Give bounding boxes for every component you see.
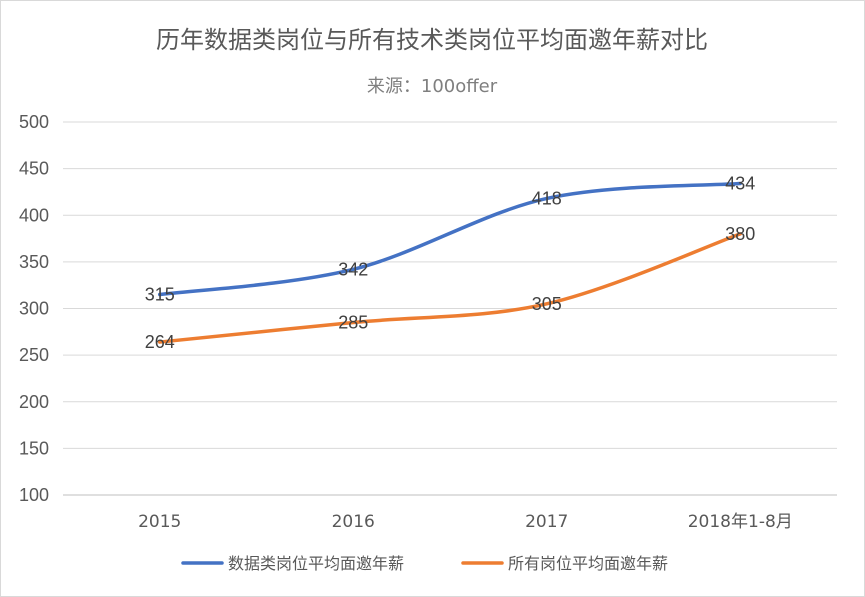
y-tick-label: 150	[19, 438, 49, 458]
series-line-1	[158, 232, 742, 344]
data-label: 315	[145, 285, 175, 305]
data-label: 305	[532, 294, 562, 314]
legend-item-data-jobs: 数据类岗位平均面邀年薪	[181, 554, 404, 573]
legend: 数据类岗位平均面邀年薪 所有岗位平均面邀年薪	[181, 554, 668, 573]
x-axis-labels: 2015 2016 2017 2018年1-8月	[138, 512, 793, 532]
y-tick-label: 350	[19, 252, 49, 272]
x-tick-label: 2016	[332, 512, 375, 532]
series-lines	[158, 181, 742, 344]
data-labels: 315 342 418 434 264 285 305 380	[145, 174, 756, 353]
x-tick-label: 2018年1-8月	[688, 512, 793, 532]
y-tick-label: 450	[19, 159, 49, 179]
x-tick-label: 2017	[525, 512, 568, 532]
data-label: 418	[532, 188, 562, 208]
y-tick-label: 250	[19, 345, 49, 365]
y-tick-label: 500	[19, 112, 49, 132]
chart-subtitle: 来源：100offer	[367, 76, 498, 97]
data-label: 342	[338, 259, 368, 279]
gridlines	[63, 121, 837, 496]
data-label: 380	[725, 224, 755, 244]
legend-item-all-jobs: 所有岗位平均面邀年薪	[461, 554, 668, 573]
data-label: 264	[145, 332, 175, 352]
chart-title: 历年数据类岗位与所有技术类岗位平均面邀年薪对比	[156, 26, 708, 54]
y-tick-label: 400	[19, 205, 49, 225]
y-axis-labels: 100 150 200 250 300 350 400 450 500	[19, 112, 49, 505]
data-label: 285	[338, 312, 368, 332]
x-tick-label: 2015	[138, 512, 181, 532]
legend-label: 数据类岗位平均面邀年薪	[228, 554, 404, 573]
data-label: 434	[725, 174, 755, 194]
y-tick-label: 300	[19, 299, 49, 319]
y-tick-label: 200	[19, 392, 49, 412]
legend-label: 所有岗位平均面邀年薪	[508, 554, 668, 573]
y-tick-label: 100	[19, 485, 49, 505]
series-line-0	[158, 181, 742, 297]
